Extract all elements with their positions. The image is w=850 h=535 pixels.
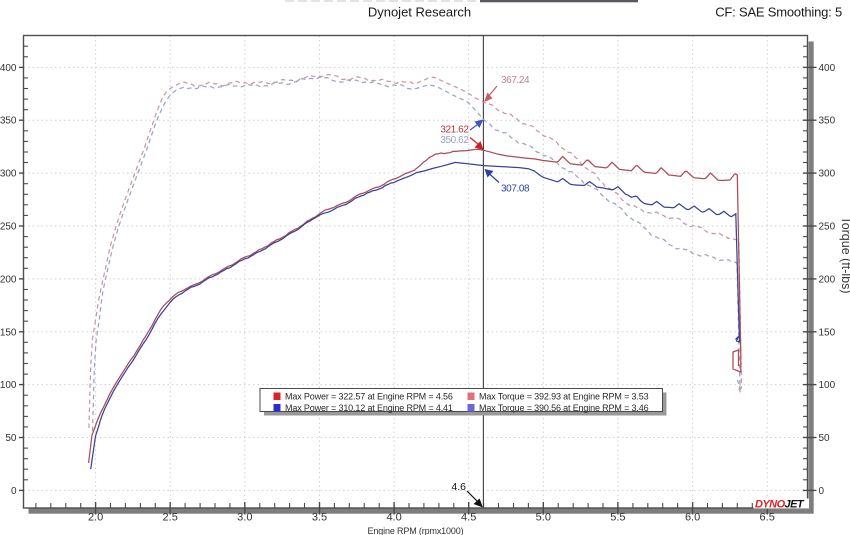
svg-text:4.0: 4.0: [386, 512, 401, 524]
svg-text:350: 350: [819, 116, 836, 127]
svg-text:400: 400: [819, 63, 836, 74]
svg-text:100: 100: [0, 380, 17, 391]
svg-text:4.6: 4.6: [451, 481, 466, 493]
svg-text:DYNO: DYNO: [755, 499, 786, 511]
svg-text:JET: JET: [785, 499, 805, 511]
svg-text:Max Torque = 392.93 at Engine: Max Torque = 392.93 at Engine RPM = 3.53: [479, 392, 649, 402]
svg-text:Max Power = 310.12 at Engine R: Max Power = 310.12 at Engine RPM = 4.41: [285, 403, 453, 413]
svg-text:300: 300: [819, 169, 836, 180]
svg-text:Max Power = 322.57 at Engine R: Max Power = 322.57 at Engine RPM = 4.56: [285, 392, 453, 402]
svg-text:367.24: 367.24: [501, 75, 530, 86]
svg-text:Max Torque = 390.56 at Engine: Max Torque = 390.56 at Engine RPM = 3.46: [479, 403, 649, 413]
svg-text:0: 0: [11, 486, 17, 497]
svg-text:307.08: 307.08: [501, 184, 530, 195]
svg-text:5.0: 5.0: [536, 512, 551, 524]
svg-text:5.5: 5.5: [610, 512, 625, 524]
svg-text:3.5: 3.5: [312, 512, 327, 524]
svg-text:Torque (ft-lbs): Torque (ft-lbs): [839, 216, 850, 293]
svg-text:200: 200: [819, 274, 836, 285]
svg-text:4.5: 4.5: [461, 512, 476, 524]
svg-text:321.62: 321.62: [440, 125, 469, 136]
svg-text:50: 50: [5, 433, 17, 444]
svg-text:50: 50: [819, 433, 831, 444]
svg-text:350.62: 350.62: [440, 135, 469, 146]
svg-text:200: 200: [0, 274, 17, 285]
svg-text:150: 150: [0, 327, 17, 338]
svg-text:2.5: 2.5: [163, 512, 178, 524]
svg-text:150: 150: [819, 327, 836, 338]
svg-text:Dynojet Research: Dynojet Research: [368, 5, 471, 20]
svg-text:250: 250: [0, 222, 17, 233]
svg-text:Engine RPM (rpmx1000): Engine RPM (rpmx1000): [368, 526, 464, 535]
svg-text:6.0: 6.0: [685, 512, 700, 524]
svg-text:2.0: 2.0: [88, 512, 103, 524]
svg-text:250: 250: [819, 222, 836, 233]
svg-text:350: 350: [0, 116, 17, 127]
svg-text:6.5: 6.5: [760, 512, 775, 524]
svg-text:100: 100: [819, 380, 836, 391]
svg-text:0: 0: [819, 486, 825, 497]
svg-text:400: 400: [0, 63, 17, 74]
svg-text:CF: SAE Smoothing: 5: CF: SAE Smoothing: 5: [715, 5, 842, 20]
svg-text:3.0: 3.0: [237, 512, 252, 524]
svg-text:300: 300: [0, 169, 17, 180]
